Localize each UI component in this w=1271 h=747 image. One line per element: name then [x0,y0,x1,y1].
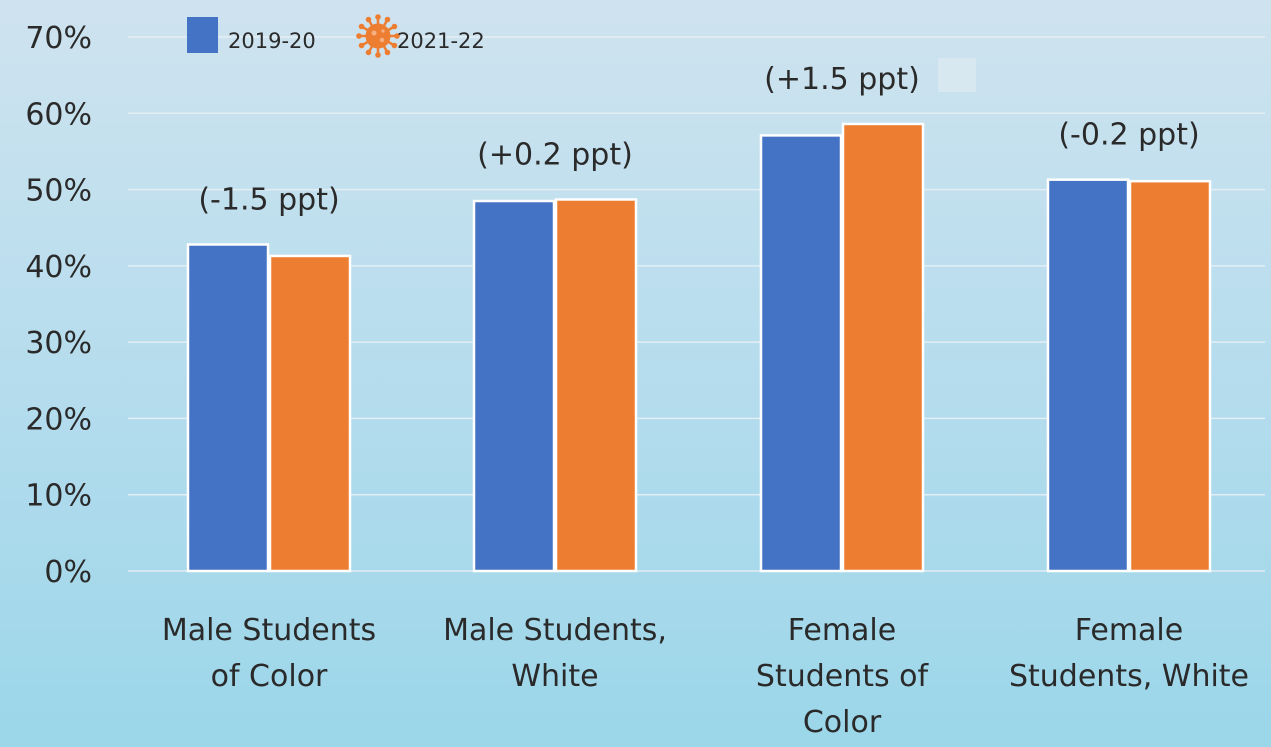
y-tick-label: 40% [25,250,92,285]
y-tick-label: 20% [25,402,92,437]
bar-2021-22-3 [841,122,925,573]
placeholder-box [938,58,976,92]
bar-2021-22-2 [554,198,638,573]
legend: 2019-20 2021-22 [187,14,485,58]
bar-2019-20-4 [1046,178,1130,573]
legend-label-2019-20: 2019-20 [228,29,316,53]
bar-2019-20-1 [186,243,270,573]
virus-icon [356,14,400,58]
y-tick-label: 60% [25,97,92,132]
category-label: Male Students [162,613,376,648]
bar-2019-20-2 [472,199,556,573]
legend-swatch-2019-20 [187,17,218,53]
bars [186,122,1212,573]
category-label: Male Students, [443,613,667,648]
annotation-ppt-change: (-1.5 ppt) [198,182,339,217]
category-label: Students, White [1009,659,1249,694]
annotation-ppt-change: (+0.2 ppt) [477,137,633,172]
y-tick-label: 0% [44,555,92,590]
category-label: Female [788,613,896,648]
y-tick-label: 30% [25,326,92,361]
x-axis-category-labels: Male Students of Color Male Students, White… [162,613,1249,740]
annotations: (-1.5 ppt) (+0.2 ppt) (+1.5 ppt) (-0.2 ppt) [198,62,1199,218]
y-tick-label: 50% [25,174,92,209]
bar-2021-22-1 [268,254,352,573]
legend-label-2021-22: 2021-22 [397,29,485,53]
y-tick-label: 10% [25,479,92,514]
category-label: of Color [211,659,328,694]
category-label: White [511,659,598,694]
y-tick-label: 70% [25,21,92,56]
category-label: Color [803,705,882,740]
bar-2021-22-4 [1128,179,1212,573]
category-label: Female [1075,613,1183,648]
category-label: Students of [756,659,930,694]
bar-2019-20-3 [759,134,843,573]
y-axis-tick-labels: 0% 10% 20% 30% 40% 50% 60% 70% [25,21,92,590]
annotation-ppt-change: (+1.5 ppt) [764,62,920,97]
annotation-ppt-change: (-0.2 ppt) [1058,118,1199,153]
